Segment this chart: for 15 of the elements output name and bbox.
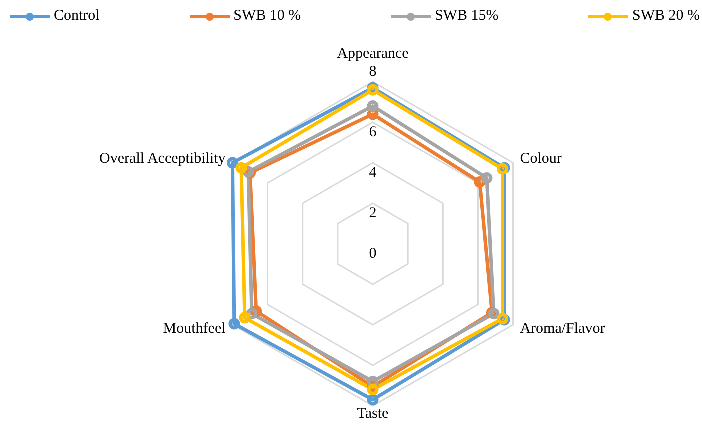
- spoke-label: Taste: [357, 406, 390, 422]
- legend-label: SWB 15%: [434, 8, 499, 25]
- legend-label: Control: [54, 8, 100, 25]
- spoke-label: Appearance: [337, 46, 410, 62]
- y-tick-label: 0: [369, 246, 377, 262]
- spoke-label: Overall Acceptibility: [100, 151, 226, 167]
- y-tick-label: 6: [369, 124, 378, 140]
- spoke-label: Aroma/Flavor: [520, 321, 606, 337]
- legend-label: SWB 10 %: [234, 8, 302, 25]
- y-tick-label: 8: [369, 64, 377, 80]
- spoke-label: Colour: [520, 151, 562, 167]
- spoke-label: Mouthfeel: [163, 321, 226, 337]
- legend-label: SWB 20 %: [632, 8, 700, 25]
- y-tick-label: 4: [369, 165, 378, 181]
- y-tick-label: 2: [369, 206, 377, 222]
